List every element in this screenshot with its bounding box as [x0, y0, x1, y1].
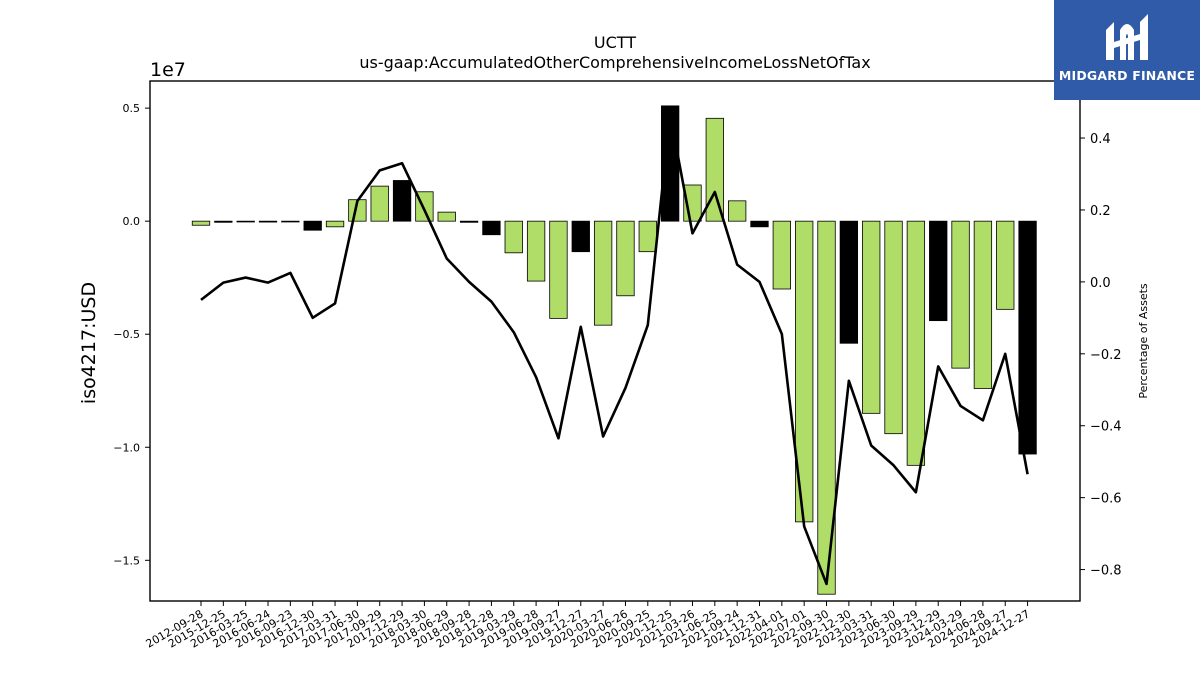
bar-2024-06-28 — [973, 220, 993, 389]
y2-tick-label: −0.4 — [1090, 420, 1122, 435]
y2-tick-label: 0.4 — [1090, 132, 1111, 147]
axes-group: 0.5 0.0 −0.5 −1.0 −1.5 0.4 0.2 0.0 −0.2 −0.4 −0.6 −… — [113, 102, 1121, 650]
bar-2023-12-29 — [929, 220, 948, 322]
bar-2022-09-30 — [817, 220, 836, 595]
bar-2017-09-29 — [370, 185, 389, 222]
bar-2017-12-29 — [392, 180, 412, 222]
bar-2016-09-23 — [281, 220, 300, 223]
midgard-logo-icon — [1106, 14, 1148, 60]
y2-axis-label: Percentage of Assets — [1137, 283, 1150, 399]
y-tick-label: 0.0 — [123, 215, 141, 228]
bar-2016-03-25 — [236, 220, 255, 223]
chart-title: UCTT — [594, 33, 636, 52]
y-tick-label: −1.0 — [113, 441, 140, 454]
bar-2019-03-29 — [504, 220, 523, 254]
bar-2015-12-25 — [214, 220, 233, 223]
bar-2022-12-30 — [839, 220, 859, 344]
bar-2018-06-29 — [437, 211, 456, 222]
bar-2020-09-25 — [638, 220, 657, 253]
bar-2021-12-31 — [750, 220, 769, 228]
bar-2021-06-25 — [705, 117, 724, 222]
bar-2023-03-31 — [862, 220, 881, 414]
bar-2016-12-30 — [303, 220, 322, 231]
bar-2021-09-24 — [728, 200, 747, 222]
bar-2016-06-24 — [258, 220, 278, 223]
brand-name: MIDGARD FINANCE — [1058, 68, 1196, 83]
bar-2024-09-27 — [996, 220, 1015, 310]
line-layer — [200, 113, 1029, 586]
y-tick-label: 0.5 — [123, 102, 141, 115]
bars-group — [191, 105, 1037, 595]
y-tick-label: −1.5 — [113, 554, 140, 567]
bar-2017-03-31 — [325, 220, 345, 228]
bar-2019-09-27 — [549, 220, 568, 319]
brand-logo: MIDGARD FINANCE — [1054, 0, 1200, 100]
y2-tick-label: −0.8 — [1090, 564, 1122, 579]
bar-2018-09-28 — [459, 220, 479, 223]
y2-tick-label: −0.2 — [1090, 348, 1122, 363]
bar-2023-09-29 — [906, 220, 926, 466]
y-multiplier-label: 1e7 — [150, 59, 186, 81]
bar-2012-09-28 — [191, 220, 211, 226]
bar-2023-06-30 — [884, 220, 903, 435]
bar-2020-06-26 — [616, 220, 635, 297]
bar-2019-06-28 — [526, 220, 546, 282]
plot-frame — [149, 80, 1081, 602]
bar-2024-03-29 — [951, 220, 970, 369]
y-tick-label: −0.5 — [113, 328, 140, 341]
y2-tick-label: 0.0 — [1090, 276, 1111, 291]
bar-2019-12-27 — [571, 220, 590, 253]
bar-2018-12-28 — [482, 220, 501, 236]
chart-subtitle: us-gaap:AccumulatedOtherComprehensiveInc… — [359, 53, 870, 72]
y-axis-label: iso4217:USD — [78, 282, 100, 404]
line-series-percentage — [200, 113, 1029, 586]
bar-2022-04-01 — [772, 220, 791, 290]
bar-2024-12-27 — [1018, 220, 1037, 455]
bar-2020-03-27 — [593, 220, 613, 326]
y2-tick-label: 0.2 — [1090, 204, 1111, 219]
y2-tick-label: −0.6 — [1090, 492, 1122, 507]
